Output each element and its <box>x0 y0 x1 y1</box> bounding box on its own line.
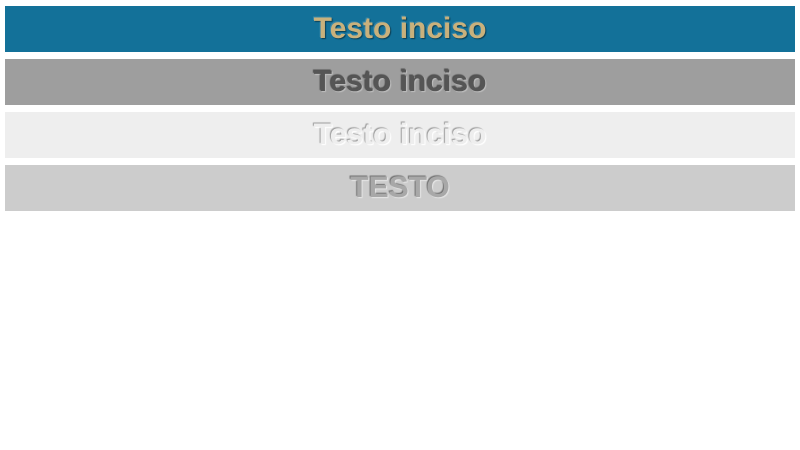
engraved-text-bar-dark-gray: Testo inciso <box>5 59 795 105</box>
engraved-text-bar-light-gray: Testo inciso <box>5 112 795 158</box>
engraved-text: Testo inciso <box>313 65 487 98</box>
engraved-text-bar-gray: TESTO <box>5 165 795 211</box>
engraved-text: TESTO <box>350 171 450 204</box>
engraved-text-bar-blue: Testo inciso <box>5 6 795 52</box>
engraved-text: Testo inciso <box>313 118 487 151</box>
engraved-text: Testo inciso <box>313 12 487 45</box>
